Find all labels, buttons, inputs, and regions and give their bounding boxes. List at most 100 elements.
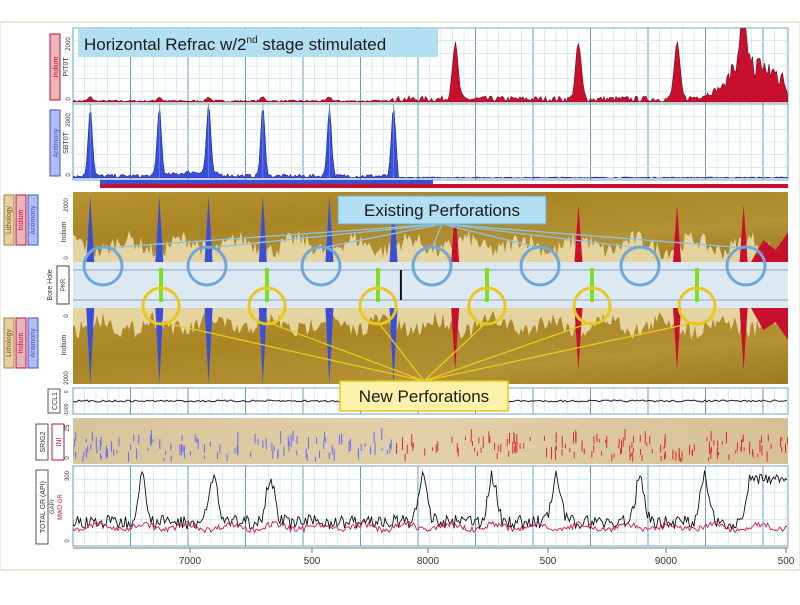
lower-antimony-spike — [389, 308, 398, 384]
x-axis-tick-label: 500 — [304, 556, 321, 567]
existing-callout-label: Existing Perforations — [364, 201, 520, 220]
lower-scale-bottom: 2000 — [64, 371, 70, 385]
new-callout: New Perforations — [339, 380, 509, 412]
ccl-scale-top: 0 — [64, 390, 70, 393]
existing-perforation-ring — [411, 245, 453, 287]
borehole-swatch — [56, 265, 70, 305]
ccl-swatch — [47, 388, 61, 414]
outer-frame — [0, 21, 800, 571]
gapi-label: GAPI — [50, 500, 56, 515]
upper-antimony-spike — [204, 196, 213, 262]
upper-indium-spike — [673, 205, 682, 262]
lower-antimony-spike — [258, 308, 267, 384]
new-perforation-ring — [572, 286, 612, 326]
gr-scale-bottom: 0 — [65, 539, 71, 543]
title-background — [78, 29, 438, 57]
lower-indium-cluster — [751, 308, 788, 340]
upper-antimony-spike — [258, 196, 267, 262]
upper-scale-top: 2000 — [64, 198, 70, 212]
indium-scale-top: 2000 — [66, 37, 72, 51]
ccl-label: CCL1 — [52, 392, 59, 410]
total-gr-curve — [73, 470, 788, 531]
indium-track-label: Indium — [53, 56, 60, 77]
new-perforation-ring — [467, 286, 507, 326]
lower-antimony-swatch — [27, 317, 39, 369]
upper-indium-spike — [574, 205, 583, 262]
lower-antimony-label: Antimony — [30, 328, 37, 358]
existing-perforation-ring — [619, 245, 661, 287]
upper-antimony-spike — [86, 196, 95, 262]
x-axis-tick-label: 7000 — [179, 556, 202, 567]
new-connector — [266, 321, 425, 382]
borehole-label: Bore Hole — [47, 269, 54, 300]
lower-lithology-swatch — [3, 317, 15, 369]
upper-antimony-spike — [155, 196, 164, 262]
srig-ini-swatch — [51, 423, 65, 461]
lower-antimony-spike — [86, 308, 95, 384]
new-perforation-ring — [677, 286, 717, 326]
x-axis-tick-label: 500 — [778, 556, 795, 567]
indium-curve — [73, 28, 788, 103]
antimony-curve — [73, 106, 788, 179]
gr-scale-top: 300 — [65, 470, 71, 481]
antimony-mnemonic-label: SBT0T — [63, 131, 70, 154]
existing-perforation-ring — [300, 245, 342, 287]
existing-connector — [206, 223, 443, 249]
lower-indium-swatch — [15, 317, 27, 369]
lower-scale-top: 0 — [64, 314, 70, 318]
packer-label: PKR — [61, 278, 67, 291]
existing-connector — [441, 223, 747, 249]
existing-perforation-ring — [82, 245, 124, 287]
upper-indium-spike — [451, 205, 460, 262]
stage-bar-red-right — [433, 184, 788, 188]
antimony-scale-bottom: 0 — [66, 173, 72, 177]
upper-lithology-swatch — [3, 194, 15, 246]
existing-perforation-ring — [519, 245, 561, 287]
existing-callout: Existing Perforations — [337, 195, 547, 225]
lower-indium-spike — [574, 308, 583, 370]
existing-perforation-ring — [725, 245, 767, 287]
x-axis: 7000 500 8000 500 9000 500 — [73, 547, 795, 567]
new-perforation-ring — [358, 286, 398, 326]
new-perforation-ring — [247, 286, 287, 326]
srig-ini-label: INI — [56, 437, 63, 446]
ccl-scale-bottom: -1000 — [64, 403, 70, 416]
srig-label: SRIG2 — [40, 431, 47, 452]
antimony-track-label: Antimony — [53, 128, 60, 158]
connector-lines — [102, 223, 747, 382]
new-perforation-ring — [141, 286, 181, 326]
lower-antimony-spike — [155, 308, 164, 384]
upper-axis-label: Indium — [61, 221, 68, 242]
existing-connector — [102, 223, 443, 249]
antimony-swatch — [49, 109, 61, 177]
existing-callout-box — [337, 195, 547, 225]
lower-indium-label: Indium — [18, 332, 25, 353]
new-callout-label: New Perforations — [359, 387, 489, 406]
indium-mnemonic-label: PIT0T — [63, 57, 70, 77]
new-connector — [160, 321, 425, 382]
upper-indium-label: Indium — [18, 209, 25, 230]
mwd-gr-curve — [73, 520, 788, 534]
srig-scale-top: 25 — [65, 424, 71, 431]
new-connector — [423, 321, 488, 382]
existing-connector — [431, 223, 443, 249]
mwd-gr-label: MWD GR — [58, 494, 64, 520]
new-connector — [377, 321, 425, 382]
lower-indium-spike — [451, 308, 460, 370]
title-box: Horizontal Refrac w/2nd stage stimulated — [78, 29, 438, 57]
new-connector — [423, 321, 593, 382]
existing-perforation-ring — [186, 245, 228, 287]
x-axis-tick-label: 8000 — [417, 556, 440, 567]
indium-swatch — [49, 33, 61, 101]
antimony-scale-top: 2000 — [66, 113, 72, 127]
existing-connector — [441, 223, 541, 249]
x-axis-tick-label: 9000 — [655, 556, 678, 567]
stage-bar-red — [100, 184, 433, 188]
x-axis-tick-label: 500 — [540, 556, 557, 567]
stage-bar-blue — [100, 180, 433, 184]
upper-indium-swatch — [15, 194, 27, 246]
stage-bar — [100, 180, 788, 188]
